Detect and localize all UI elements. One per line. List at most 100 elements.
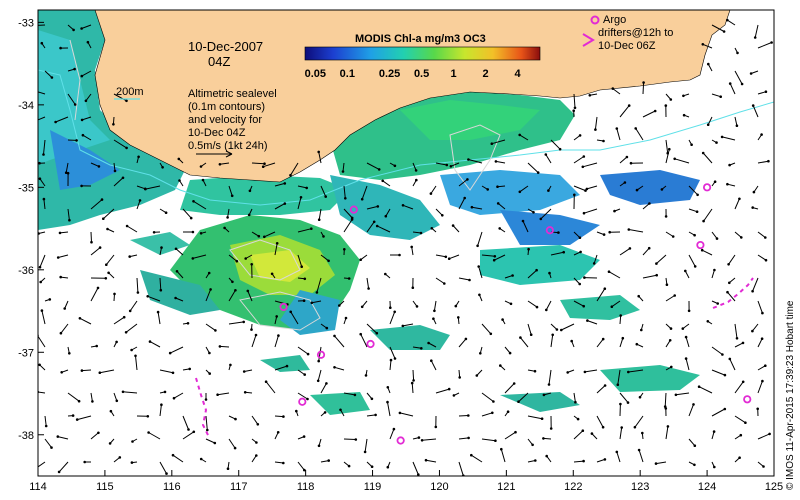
velocity-vector-head [226,467,230,471]
velocity-vector [411,383,414,394]
velocity-vector [573,185,586,192]
velocity-vector-head [341,170,345,173]
velocity-vector-head [398,253,401,257]
velocity-vector-head [160,403,163,407]
velocity-vector-head [430,359,433,363]
velocity-vector-head [475,374,479,377]
velocity-vector [573,231,581,239]
velocity-vector [44,415,47,427]
velocity-vector [458,415,469,417]
velocity-vector-head [247,213,251,217]
velocity-vector-head [535,268,538,272]
colorbar [304,46,541,61]
velocity-vector-head [325,382,328,385]
velocity-vector [389,428,395,440]
velocity-vector-head [545,454,548,458]
velocity-vector-head [136,291,140,294]
velocity-vector [664,392,667,407]
velocity-vector-head [50,76,54,79]
velocity-vector-head [384,214,388,218]
velocity-vector [39,178,46,187]
velocity-vector-head [39,280,42,284]
velocity-vector-head [615,450,619,454]
velocity-vector [193,200,207,210]
velocity-vector-head [578,282,581,286]
velocity-vector-head [557,231,560,234]
velocity-vector-head [189,216,193,220]
velocity-vector [113,316,125,325]
velocity-vector-head [449,165,453,168]
velocity-vector-head [248,189,252,193]
velocity-vector-head [753,36,757,39]
velocity-vector [251,415,259,425]
lon-tick-label: 121 [497,481,515,493]
isobath-label: 200m [116,86,144,98]
velocity-vector-head [415,305,419,308]
velocity-vector [757,231,766,238]
velocity-vector-head [56,256,60,259]
velocity-vector-head [558,147,562,151]
velocity-vector-head [289,310,293,314]
velocity-vector [38,116,46,121]
velocity-vector-head [728,82,732,85]
velocity-vector-head [512,382,516,385]
velocity-vector-head [410,245,414,249]
velocity-vector-head [367,287,370,290]
velocity-vector-head [653,109,657,113]
colorbar-tick-label: 2 [483,68,489,80]
velocity-vector-head [427,341,430,345]
velocity-vector-head [682,113,686,117]
velocity-vector-head [496,185,499,188]
velocity-vector [320,185,327,197]
velocity-vector-head [673,294,676,297]
velocity-vector [587,320,598,325]
velocity-vector [389,346,396,359]
velocity-vector [389,311,396,325]
velocity-vector [422,438,437,441]
velocity-vector-head [444,255,448,259]
velocity-vector [757,338,763,348]
lat-tick-label: -33 [18,17,34,29]
argo-float-marker [279,302,288,312]
velocity-vector [43,199,46,210]
velocity-vector-head [700,248,704,252]
velocity-vector [628,369,644,373]
lat-tick-label: -36 [18,265,34,277]
velocity-vector [205,438,216,444]
velocity-vector [550,139,561,150]
velocity-vector-head [635,188,639,192]
velocity-vector-head [744,421,747,425]
velocity-vector-head [491,411,494,415]
velocity-vector [458,277,470,281]
velocity-vector-head [255,441,258,444]
velocity-vector [65,162,69,173]
velocity-vector-head [751,206,754,209]
velocity-vector [583,208,598,214]
velocity-vector-head [168,351,172,355]
velocity-vector-head [466,178,469,181]
velocity-vector-head [109,409,113,413]
velocity-vector-head [715,141,718,144]
velocity-vector-head [289,173,292,177]
velocity-vector-head [386,400,389,404]
velocity-vector-head [433,309,436,313]
velocity-vector [734,231,742,238]
velocity-vector-head [186,322,190,325]
velocity-vector-head [393,310,397,314]
velocity-vector-head [768,432,771,436]
velocity-vector [757,160,769,164]
velocity-vector-head [647,246,651,250]
velocity-vector [573,156,585,164]
velocity-vector [754,24,759,38]
velocity-vector-head [573,106,577,110]
velocity-vector-head [102,217,105,220]
velocity-vector-head [476,244,479,248]
argo-legend-line-2: drifters@12h to [598,27,673,39]
velocity-vector-head [463,196,467,200]
velocity-vector-head [213,441,217,445]
velocity-vector [573,300,584,307]
lat-tick-label: -37 [18,347,34,359]
velocity-vector-head [693,233,696,237]
velocity-vector-head [277,334,280,337]
velocity-vector-head [73,103,77,106]
